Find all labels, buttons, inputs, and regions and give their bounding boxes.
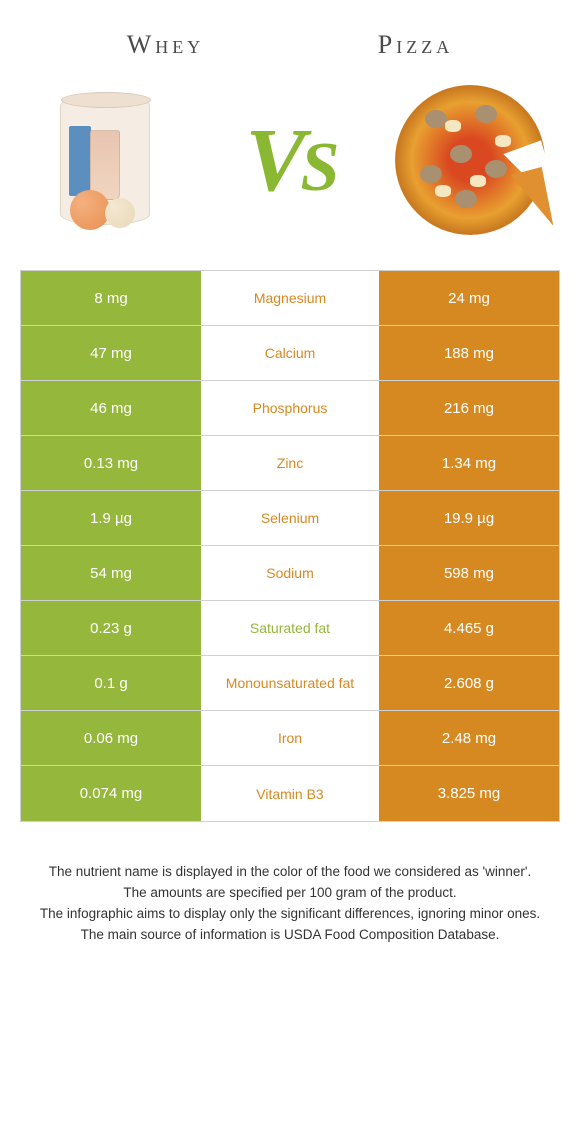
vs-s: S xyxy=(301,128,335,208)
right-value: 2.608 g xyxy=(379,656,559,710)
table-row: 0.1 gMonounsaturated fat2.608 g xyxy=(21,656,559,711)
footnote-line: The amounts are specified per 100 gram o… xyxy=(30,883,550,904)
right-value: 598 mg xyxy=(379,546,559,600)
nutrient-label: Iron xyxy=(201,711,379,765)
title-pizza: Pizza xyxy=(378,30,453,60)
nutrient-label: Saturated fat xyxy=(201,601,379,655)
nutrient-label: Selenium xyxy=(201,491,379,545)
nutrient-label: Magnesium xyxy=(201,271,379,325)
right-value: 1.34 mg xyxy=(379,436,559,490)
left-value: 0.13 mg xyxy=(21,436,201,490)
right-value: 19.9 µg xyxy=(379,491,559,545)
whey-image xyxy=(30,80,190,240)
right-value: 216 mg xyxy=(379,381,559,435)
nutrient-label: Zinc xyxy=(201,436,379,490)
nutrient-label: Calcium xyxy=(201,326,379,380)
title-whey: Whey xyxy=(127,30,205,60)
left-value: 46 mg xyxy=(21,381,201,435)
table-row: 54 mgSodium598 mg xyxy=(21,546,559,601)
table-row: 0.13 mgZinc1.34 mg xyxy=(21,436,559,491)
table-row: 0.074 mgVitamin B33.825 mg xyxy=(21,766,559,821)
table-row: 8 mgMagnesium24 mg xyxy=(21,271,559,326)
table-row: 46 mgPhosphorus216 mg xyxy=(21,381,559,436)
vs-label: VS xyxy=(246,109,335,212)
vs-v: V xyxy=(246,109,301,212)
nutrient-table: 8 mgMagnesium24 mg47 mgCalcium188 mg46 m… xyxy=(20,270,560,822)
nutrient-label: Sodium xyxy=(201,546,379,600)
left-value: 0.06 mg xyxy=(21,711,201,765)
nutrient-label: Phosphorus xyxy=(201,381,379,435)
right-value: 4.465 g xyxy=(379,601,559,655)
table-row: 0.06 mgIron2.48 mg xyxy=(21,711,559,766)
table-row: 0.23 gSaturated fat4.465 g xyxy=(21,601,559,656)
footnote-line: The nutrient name is displayed in the co… xyxy=(30,862,550,883)
header: Whey Pizza xyxy=(0,0,580,70)
right-value: 2.48 mg xyxy=(379,711,559,765)
left-value: 54 mg xyxy=(21,546,201,600)
right-value: 188 mg xyxy=(379,326,559,380)
pizza-image xyxy=(390,80,550,240)
left-value: 0.1 g xyxy=(21,656,201,710)
hero-row: VS xyxy=(0,70,580,270)
footnote-line: The infographic aims to display only the… xyxy=(30,904,550,925)
nutrient-label: Monounsaturated fat xyxy=(201,656,379,710)
left-value: 8 mg xyxy=(21,271,201,325)
footnote-line: The main source of information is USDA F… xyxy=(30,925,550,946)
left-value: 0.074 mg xyxy=(21,766,201,821)
left-value: 0.23 g xyxy=(21,601,201,655)
left-value: 47 mg xyxy=(21,326,201,380)
left-value: 1.9 µg xyxy=(21,491,201,545)
right-value: 24 mg xyxy=(379,271,559,325)
nutrient-label: Vitamin B3 xyxy=(201,766,379,821)
footnotes: The nutrient name is displayed in the co… xyxy=(0,822,580,966)
table-row: 47 mgCalcium188 mg xyxy=(21,326,559,381)
table-row: 1.9 µgSelenium19.9 µg xyxy=(21,491,559,546)
right-value: 3.825 mg xyxy=(379,766,559,821)
